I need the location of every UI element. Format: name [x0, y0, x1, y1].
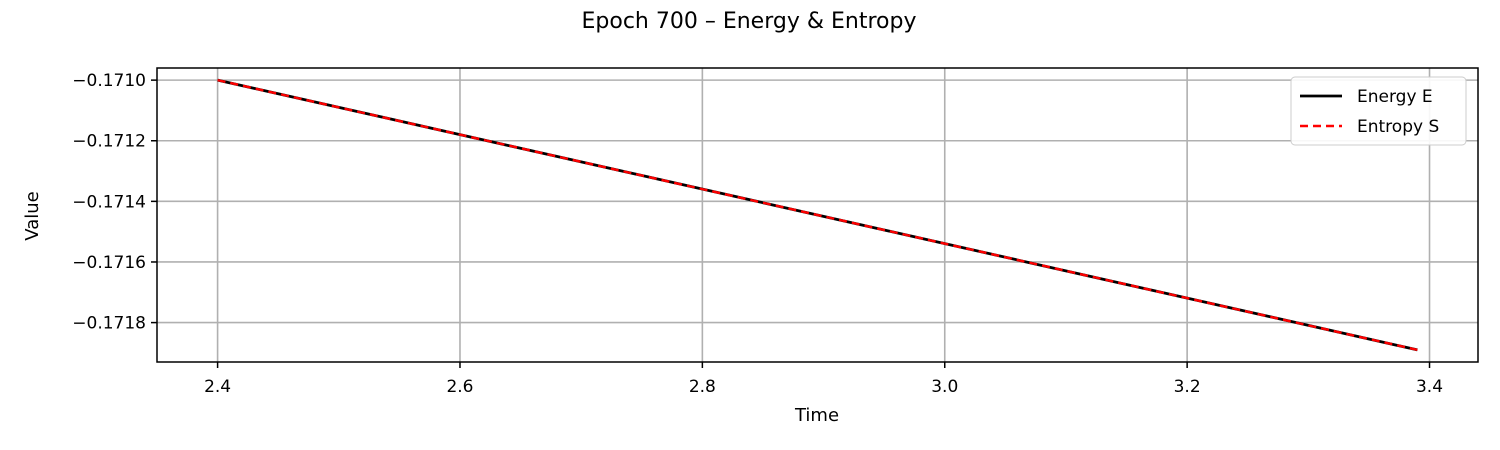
series-layer	[217, 78, 1418, 352]
entropy-line	[217, 78, 1418, 352]
legend: Energy E Entropy S	[1290, 76, 1467, 146]
chart-title: Epoch 700 – Energy & Entropy	[582, 9, 917, 34]
y-tick-label: −0.1714	[72, 192, 146, 212]
x-tick-label: 2.4	[204, 377, 231, 397]
x-axis-label: Time	[794, 405, 839, 426]
y-tick-label: −0.1718	[72, 314, 146, 334]
y-tick-label: −0.1716	[72, 253, 146, 273]
y-axis-label: Value	[22, 191, 43, 240]
grid-lines	[157, 68, 1478, 362]
y-tick-label: −0.1710	[72, 71, 146, 91]
plot-area-frame	[156, 67, 1479, 363]
x-tick-label: 2.8	[689, 377, 716, 397]
legend-box	[1290, 76, 1467, 146]
legend-label-energy: Energy E	[1357, 87, 1433, 107]
legend-label-entropy: Entropy S	[1357, 117, 1439, 137]
x-tick-label: 3.4	[1416, 377, 1443, 397]
y-axis-ticks: −0.1710 −0.1712 −0.1714 −0.1716 −0.1718	[72, 71, 157, 334]
x-tick-label: 3.2	[1174, 377, 1201, 397]
x-axis-ticks: 2.4 2.6 2.8 3.0 3.2 3.4	[204, 362, 1443, 397]
x-tick-label: 3.0	[931, 377, 958, 397]
x-tick-label: 2.6	[446, 377, 473, 397]
y-tick-label: −0.1712	[72, 132, 146, 152]
